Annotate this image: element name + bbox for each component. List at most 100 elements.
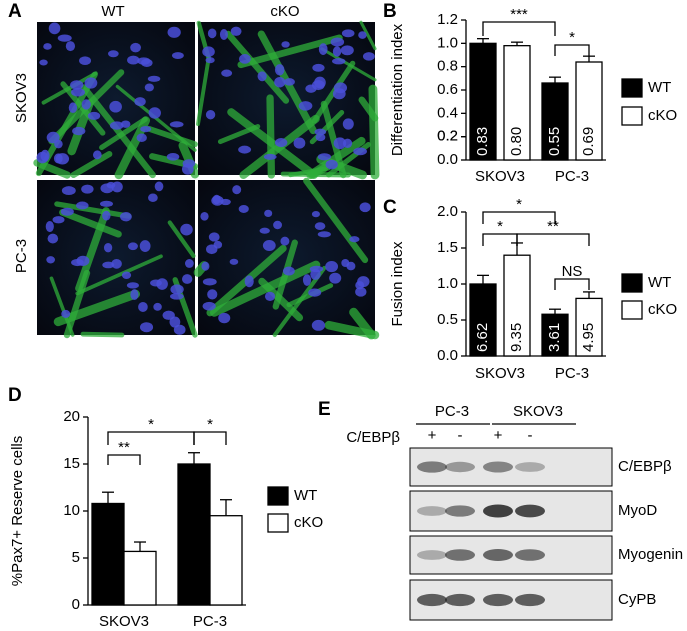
myotube — [359, 20, 377, 51]
nucleus — [202, 46, 215, 57]
nucleus — [202, 301, 216, 311]
nucleus — [169, 121, 184, 128]
y-tick-label: 0.2 — [437, 128, 458, 145]
nucleus — [349, 236, 360, 243]
myotube — [227, 108, 319, 179]
y-tick-label: 0.6 — [437, 81, 458, 98]
nucleus — [219, 28, 228, 40]
y-axis-label: %Pax7+ Reserve cells — [9, 436, 26, 586]
nucleus — [281, 41, 290, 48]
band — [515, 504, 545, 518]
band — [483, 549, 513, 561]
nucleus — [274, 64, 285, 76]
row-label: C/EBPβ — [346, 429, 400, 446]
nucleus — [60, 207, 74, 216]
nucleus — [221, 69, 233, 77]
myotube — [80, 331, 125, 338]
bar-text: 0.80 — [508, 127, 525, 156]
x-tick-label: SKOV3 — [99, 613, 149, 630]
y-tick-label: 0.0 — [437, 347, 458, 364]
nucleus — [126, 282, 139, 289]
nucleus — [120, 211, 132, 222]
nucleus — [293, 137, 306, 149]
nucleus — [202, 278, 217, 286]
bar-text: 0.69 — [580, 127, 597, 156]
y-tick-label: 20 — [63, 408, 80, 425]
nucleus — [103, 243, 113, 253]
y-tick-label: 0.5 — [437, 311, 458, 328]
significance-label: * — [148, 416, 154, 433]
nucleus — [140, 126, 152, 133]
nucleus — [71, 87, 85, 97]
nucleus — [341, 258, 350, 268]
nucleus — [127, 55, 140, 65]
legend-label: cKO — [294, 514, 323, 531]
nucleus — [39, 59, 48, 66]
bar — [503, 45, 531, 161]
nucleus — [325, 159, 338, 170]
nucleus — [312, 63, 325, 72]
nucleus — [130, 42, 141, 53]
nucleus — [342, 138, 353, 149]
group-label: PC-3 — [435, 403, 469, 420]
myotube — [308, 164, 329, 179]
nucleus — [359, 202, 371, 213]
nucleus — [207, 289, 218, 300]
nucleus — [342, 118, 354, 130]
nucleus — [340, 45, 354, 56]
nucleus — [238, 205, 249, 213]
nucleus — [137, 57, 151, 65]
nucleus — [92, 150, 102, 160]
nucleus — [212, 194, 221, 205]
nucleus — [200, 211, 209, 221]
column-label: WT — [101, 3, 124, 20]
nucleus — [40, 149, 50, 162]
y-tick-label: 0.4 — [437, 104, 458, 121]
nucleus — [134, 97, 146, 107]
nucleus — [139, 322, 154, 333]
legend-label: WT — [294, 487, 317, 504]
band — [417, 506, 447, 516]
nucleus — [333, 137, 347, 150]
band — [483, 504, 513, 518]
nucleus — [305, 84, 317, 93]
band — [445, 593, 475, 607]
nucleus — [353, 147, 367, 156]
nucleus — [108, 50, 119, 58]
nucleus — [282, 266, 295, 276]
myotube — [210, 260, 321, 317]
bar-text: 0.83 — [474, 127, 491, 156]
row-label: SKOV3 — [13, 73, 30, 123]
nucleus — [136, 133, 147, 142]
nucleus — [201, 261, 210, 271]
significance-label: * — [569, 29, 575, 46]
nucleus — [230, 26, 242, 36]
significance-bracket — [554, 278, 590, 290]
significance-bracket — [482, 211, 556, 224]
myotube — [237, 34, 343, 69]
nucleus — [355, 286, 367, 297]
nucleus — [274, 138, 288, 148]
nucleus — [43, 43, 52, 50]
myotube — [324, 320, 380, 340]
nucleus — [79, 56, 92, 65]
band — [515, 549, 545, 561]
nucleus — [329, 272, 342, 284]
cells — [45, 181, 198, 339]
nucleus — [109, 121, 124, 130]
nucleus — [280, 236, 290, 246]
nucleus — [70, 80, 84, 90]
micrograph — [37, 22, 195, 175]
significance-label: *** — [510, 6, 528, 23]
legend-swatch — [621, 78, 643, 98]
nucleus — [130, 289, 139, 301]
nucleus — [170, 284, 184, 295]
bar-text: 6.62 — [474, 323, 491, 352]
legend-label: cKO — [648, 107, 677, 124]
nucleus — [106, 181, 116, 189]
myotube — [368, 84, 380, 180]
nucleus — [138, 301, 148, 312]
bar — [91, 502, 125, 606]
nucleus — [332, 46, 342, 57]
nucleus — [263, 153, 277, 160]
